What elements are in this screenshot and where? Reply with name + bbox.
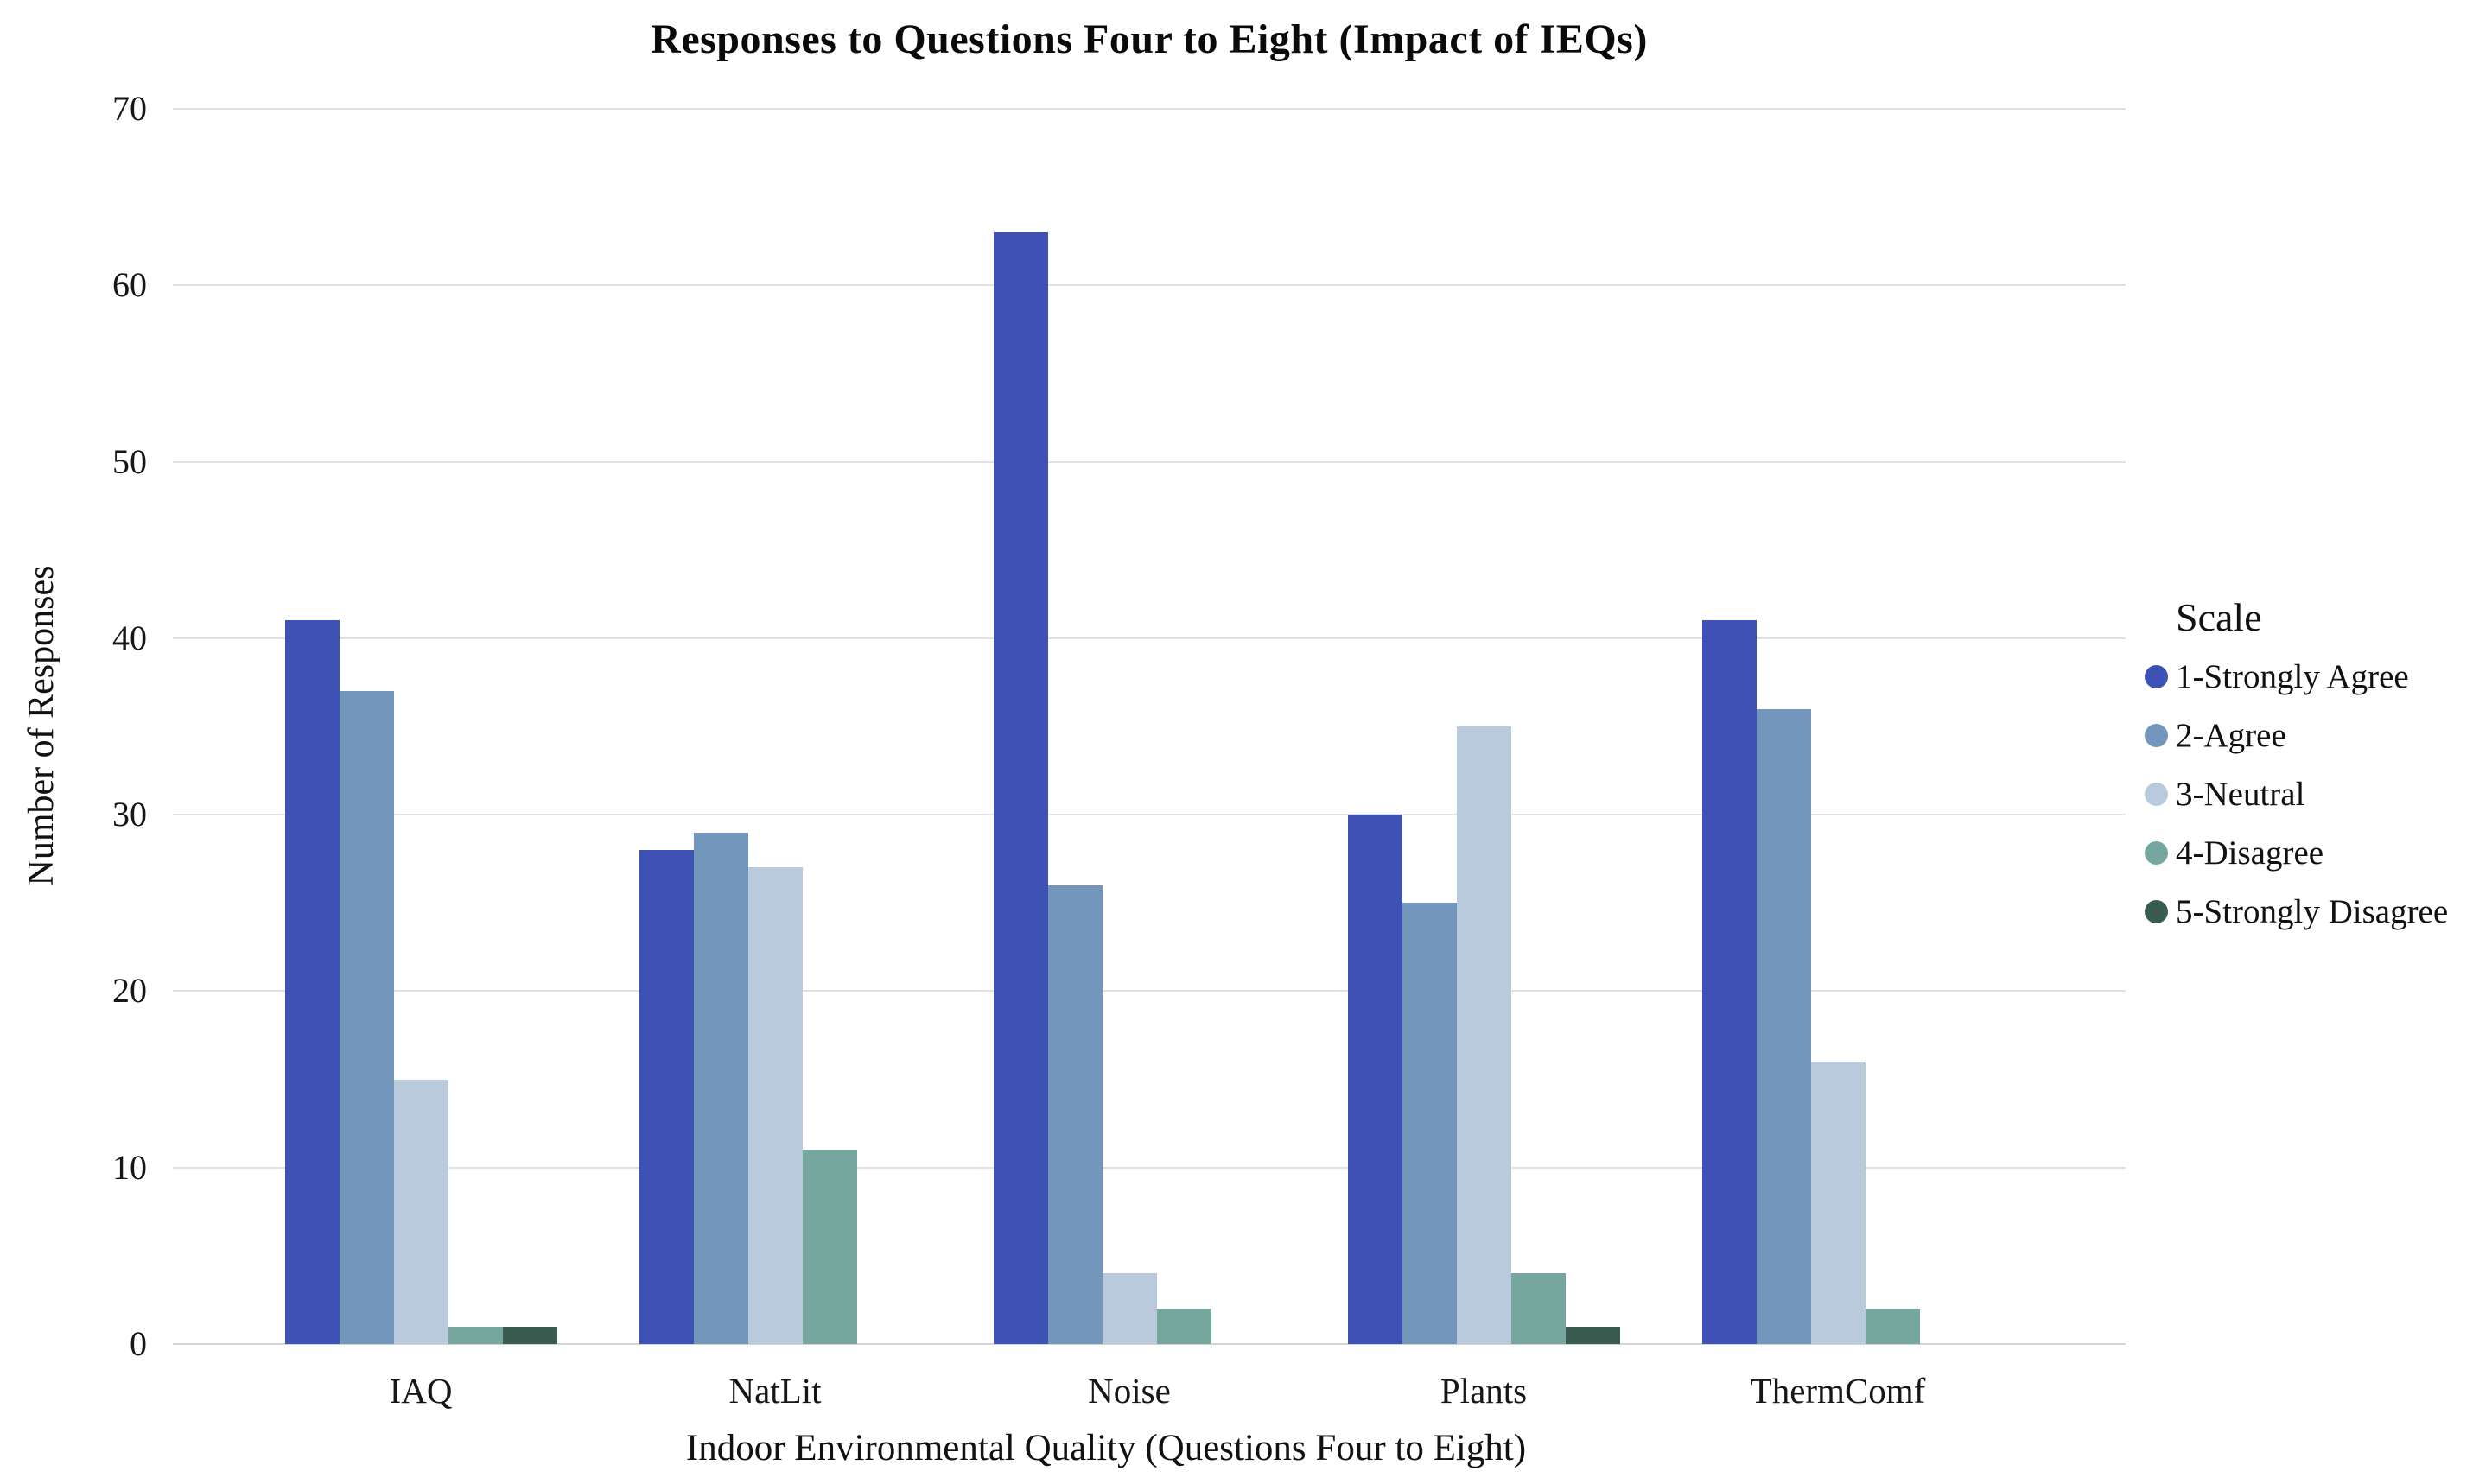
y-tick-label-10: 10	[112, 1147, 147, 1187]
gridline-20	[173, 990, 2126, 993]
x-tick-label-NatLit: NatLit	[728, 1371, 822, 1411]
legend-dot-icon	[2145, 724, 2168, 747]
bar-ThermComf-series1	[1701, 620, 1757, 1344]
bar-Noise-series1	[993, 232, 1048, 1344]
legend-title: Scale	[2176, 595, 2262, 639]
bar-IAQ-series4	[448, 1326, 503, 1344]
legend-dot-icon	[2145, 783, 2168, 806]
bar-Noise-series3	[1102, 1273, 1157, 1344]
plot-area	[173, 108, 2126, 1345]
bar-IAQ-series2	[339, 691, 394, 1344]
y-tick-label-20: 20	[112, 971, 147, 1011]
legend-item-1: 1-Strongly Agree	[2145, 657, 2490, 696]
bar-IAQ-series1	[284, 620, 340, 1344]
x-tick-label-ThermComf: ThermComf	[1750, 1371, 1926, 1411]
bar-Plants-series3	[1456, 726, 1511, 1344]
bar-NatLit-series2	[693, 832, 748, 1344]
gridline-30	[173, 814, 2126, 816]
gridline-40	[173, 637, 2126, 639]
gridline-70	[173, 108, 2126, 110]
bar-NatLit-series3	[747, 867, 803, 1344]
bar-IAQ-series5	[502, 1326, 557, 1344]
bar-NatLit-series1	[639, 850, 694, 1344]
legend-item-label: 1-Strongly Agree	[2176, 658, 2409, 695]
y-tick-label-60: 60	[112, 265, 147, 305]
bar-ThermComf-series2	[1756, 708, 1811, 1344]
x-tick-label-Noise: Noise	[1088, 1371, 1171, 1411]
legend-item-4: 4-Disagree	[2145, 834, 2490, 872]
legend: Scale 1-Strongly Agree 2-Agree 3-Neutral 4-…	[2145, 594, 2490, 951]
bar-ThermComf-series3	[1810, 1062, 1866, 1344]
legend-item-label: 5-Strongly Disagree	[2176, 893, 2449, 930]
bar-Noise-series2	[1047, 885, 1103, 1344]
bar-Plants-series4	[1510, 1273, 1566, 1344]
legend-item-label: 3-Neutral	[2176, 776, 2305, 813]
gridline-0	[173, 1343, 2126, 1345]
legend-item-5: 5-Strongly Disagree	[2145, 892, 2490, 931]
legend-items: 1-Strongly Agree 2-Agree 3-Neutral 4-Disagr…	[2145, 657, 2490, 931]
y-tick-label-30: 30	[112, 795, 147, 834]
legend-item-label: 2-Agree	[2176, 717, 2286, 754]
bar-NatLit-series4	[802, 1150, 857, 1344]
x-tick-label-Plants: Plants	[1440, 1371, 1528, 1411]
x-tick-label-IAQ: IAQ	[389, 1371, 453, 1411]
legend-item-2: 2-Agree	[2145, 716, 2490, 755]
bar-Plants-series5	[1565, 1326, 1620, 1344]
gridline-10	[173, 1166, 2126, 1169]
legend-dot-icon	[2145, 841, 2168, 865]
chart-title: Responses to Questions Four to Eight (Im…	[651, 16, 1648, 62]
bar-Plants-series1	[1347, 815, 1402, 1344]
legend-dot-icon	[2145, 665, 2168, 688]
legend-item-label: 4-Disagree	[2176, 834, 2324, 872]
y-tick-label-50: 50	[112, 441, 147, 481]
bar-ThermComf-series4	[1865, 1309, 1920, 1344]
y-tick-label-70: 70	[112, 89, 147, 128]
bar-IAQ-series3	[393, 1079, 448, 1344]
x-axis-title: Indoor Environmental Quality (Questions …	[685, 1428, 1527, 1468]
bar-Noise-series4	[1156, 1309, 1211, 1344]
gridline-60	[173, 284, 2126, 287]
legend-dot-icon	[2145, 900, 2168, 923]
y-tick-label-0: 0	[130, 1324, 147, 1363]
gridline-50	[173, 460, 2126, 463]
y-axis-title: Number of Responses	[22, 565, 61, 886]
y-tick-label-40: 40	[112, 618, 147, 657]
bar-Plants-series2	[1402, 903, 1457, 1344]
legend-item-3: 3-Neutral	[2145, 775, 2490, 814]
